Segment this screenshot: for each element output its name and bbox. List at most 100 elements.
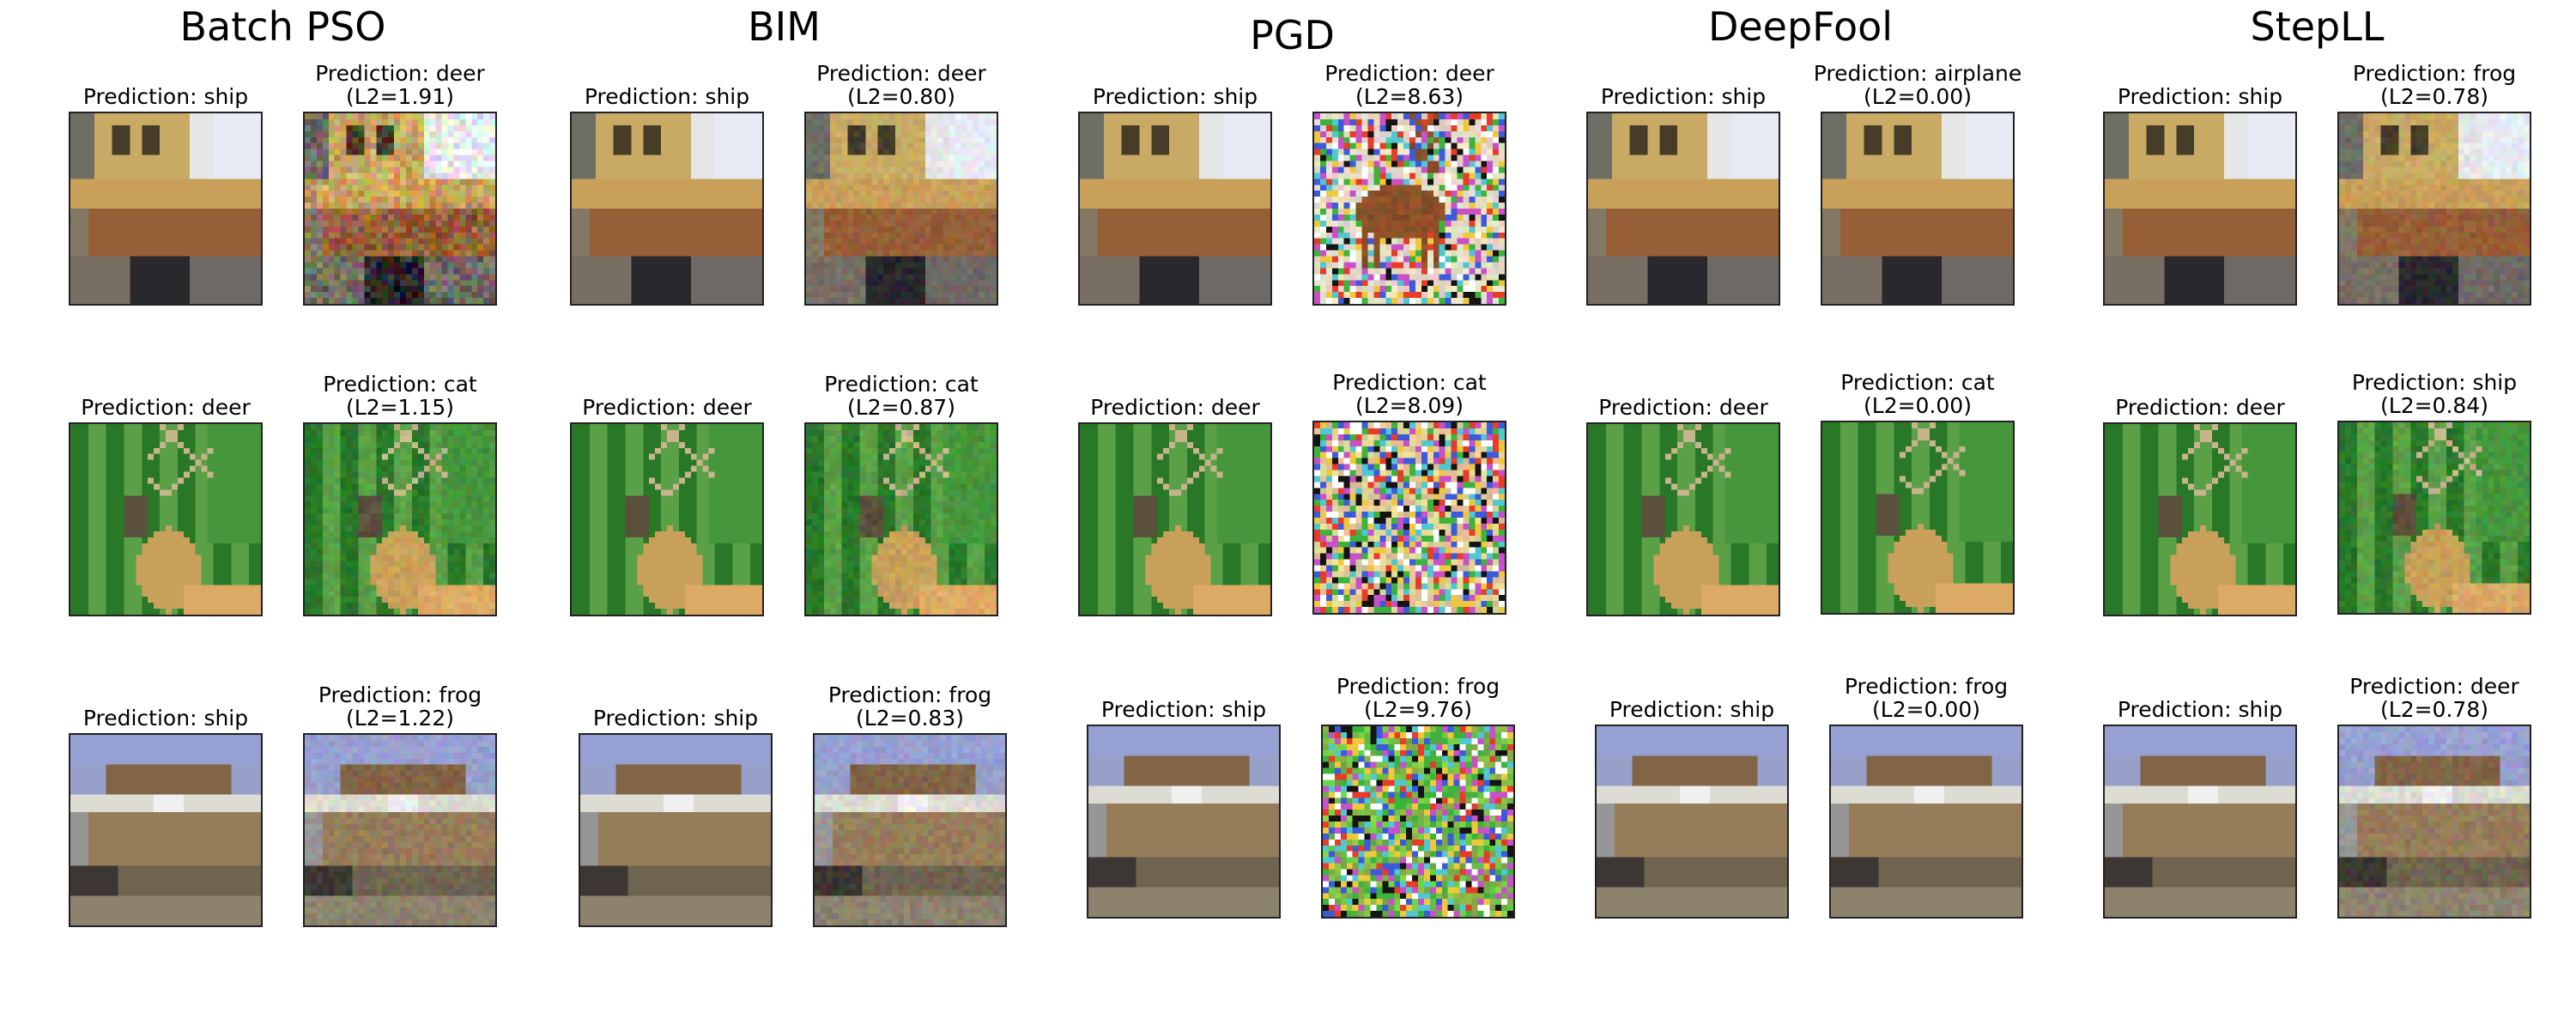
original-image-panel (2103, 112, 2297, 306)
original-caption: Prediction: deer (2115, 396, 2284, 419)
adversarial-caption: Prediction: deer (L2=0.80) (816, 62, 985, 108)
original-image-panel (1087, 725, 1281, 919)
prediction-label: Prediction: frog (2353, 62, 2516, 85)
adversarial-caption: Prediction: deer (L2=0.78) (2349, 675, 2518, 721)
adversarial-caption: Prediction: cat (L2=1.15) (323, 373, 476, 419)
prediction-label: Prediction: ship (585, 85, 749, 108)
prediction-label: Prediction: frog (1845, 675, 2008, 698)
original-caption: Prediction: ship (593, 707, 758, 730)
original-image-panel (69, 422, 263, 616)
method-title: BIM (748, 7, 821, 46)
adversarial-image-panel (2337, 112, 2531, 306)
adversarial-caption: Prediction: deer (L2=8.63) (1324, 62, 1494, 108)
prediction-label: Prediction: cat (824, 373, 978, 396)
adversarial-caption: Prediction: frog (L2=0.83) (828, 683, 991, 730)
original-caption: Prediction: ship (1601, 85, 1766, 108)
adversarial-image-panel (804, 422, 998, 616)
adversarial-caption: Prediction: cat (L2=0.87) (824, 373, 978, 419)
adversarial-image-panel (303, 422, 497, 616)
prediction-label: Prediction: cat (1840, 371, 1994, 394)
original-image-panel (69, 112, 263, 306)
l2-distance-label: (L2=0.83) (828, 707, 991, 730)
l2-distance-label: (L2=8.63) (1324, 85, 1494, 108)
original-caption: Prediction: ship (1101, 698, 1266, 721)
prediction-label: Prediction: cat (1332, 371, 1486, 394)
original-image-panel (1586, 112, 1780, 306)
adversarial-caption: Prediction: frog (L2=1.22) (318, 683, 482, 730)
prediction-label: Prediction: frog (318, 683, 482, 707)
prediction-label: Prediction: deer (816, 62, 985, 85)
adversarial-image-panel (1821, 421, 2015, 615)
original-image-panel (570, 112, 764, 306)
original-image-panel (1586, 422, 1780, 616)
l2-distance-label: (L2=0.87) (824, 396, 978, 419)
original-image-panel (570, 422, 764, 616)
l2-distance-label: (L2=9.76) (1336, 698, 1500, 721)
l2-distance-label: (L2=0.78) (2349, 698, 2518, 721)
prediction-label: Prediction: airplane (1814, 62, 2021, 85)
prediction-label: Prediction: deer (315, 62, 484, 85)
prediction-label: Prediction: ship (83, 85, 248, 108)
adversarial-image-panel (813, 733, 1007, 927)
adversarial-image-panel (303, 733, 497, 927)
l2-distance-label: (L2=0.00) (1845, 698, 2008, 721)
adversarial-caption: Prediction: cat (L2=8.09) (1332, 371, 1486, 417)
method-title: StepLL (2251, 7, 2385, 46)
prediction-label: Prediction: frog (828, 683, 991, 707)
prediction-label: Prediction: ship (1601, 85, 1766, 108)
prediction-label: Prediction: deer (1090, 396, 1259, 419)
adversarial-image-panel (303, 112, 497, 306)
adversarial-image-panel (804, 112, 998, 306)
adversarial-caption: Prediction: airplane (L2=0.00) (1814, 62, 2021, 108)
adversarial-caption: Prediction: frog (L2=0.00) (1845, 675, 2008, 721)
method-title: DeepFool (1708, 7, 1893, 46)
original-caption: Prediction: deer (81, 396, 250, 419)
l2-distance-label: (L2=0.78) (2353, 85, 2516, 108)
adversarial-image-panel (1321, 725, 1515, 919)
original-image-panel (1078, 112, 1272, 306)
original-image-panel (2103, 725, 2297, 919)
original-caption: Prediction: deer (582, 396, 751, 419)
adversarial-caption: Prediction: cat (L2=0.00) (1840, 371, 1994, 417)
prediction-label: Prediction: deer (81, 396, 250, 419)
l2-distance-label: (L2=8.09) (1332, 394, 1486, 417)
prediction-label: Prediction: frog (1336, 675, 1500, 698)
prediction-label: Prediction: ship (2118, 85, 2282, 108)
prediction-label: Prediction: cat (323, 373, 476, 396)
method-title: Batch PSO (180, 7, 386, 46)
prediction-label: Prediction: deer (582, 396, 751, 419)
original-image-panel (1078, 422, 1272, 616)
original-image-panel (69, 733, 263, 927)
original-caption: Prediction: ship (2118, 85, 2282, 108)
method-title: PGD (1250, 15, 1335, 55)
l2-distance-label: (L2=1.15) (323, 396, 476, 419)
prediction-label: Prediction: ship (593, 707, 758, 730)
prediction-label: Prediction: ship (1093, 85, 1258, 108)
prediction-label: Prediction: deer (1324, 62, 1494, 85)
original-caption: Prediction: ship (83, 707, 248, 730)
adversarial-image-panel (1829, 725, 2023, 919)
original-caption: Prediction: ship (1609, 698, 1774, 721)
adversarial-image-panel (1312, 421, 1506, 615)
adversarial-caption: Prediction: deer (L2=1.91) (315, 62, 484, 108)
adversarial-image-panel (2337, 421, 2531, 615)
prediction-label: Prediction: ship (2352, 371, 2517, 394)
adversarial-image-panel (2337, 725, 2531, 919)
adversarial-caption: Prediction: frog (L2=9.76) (1336, 675, 1500, 721)
l2-distance-label: (L2=1.22) (318, 707, 482, 730)
prediction-label: Prediction: ship (2118, 698, 2282, 721)
original-caption: Prediction: ship (1093, 85, 1258, 108)
l2-distance-label: (L2=0.00) (1814, 85, 2021, 108)
original-image-panel (579, 733, 773, 927)
original-caption: Prediction: ship (2118, 698, 2282, 721)
prediction-label: Prediction: deer (2349, 675, 2518, 698)
original-caption: Prediction: deer (1598, 396, 1767, 419)
original-caption: Prediction: ship (585, 85, 749, 108)
prediction-label: Prediction: ship (1101, 698, 1266, 721)
original-image-panel (2103, 422, 2297, 616)
adversarial-image-panel (1821, 112, 2015, 306)
l2-distance-label: (L2=0.80) (816, 85, 985, 108)
l2-distance-label: (L2=1.91) (315, 85, 484, 108)
prediction-label: Prediction: deer (2115, 396, 2284, 419)
prediction-label: Prediction: ship (83, 707, 248, 730)
